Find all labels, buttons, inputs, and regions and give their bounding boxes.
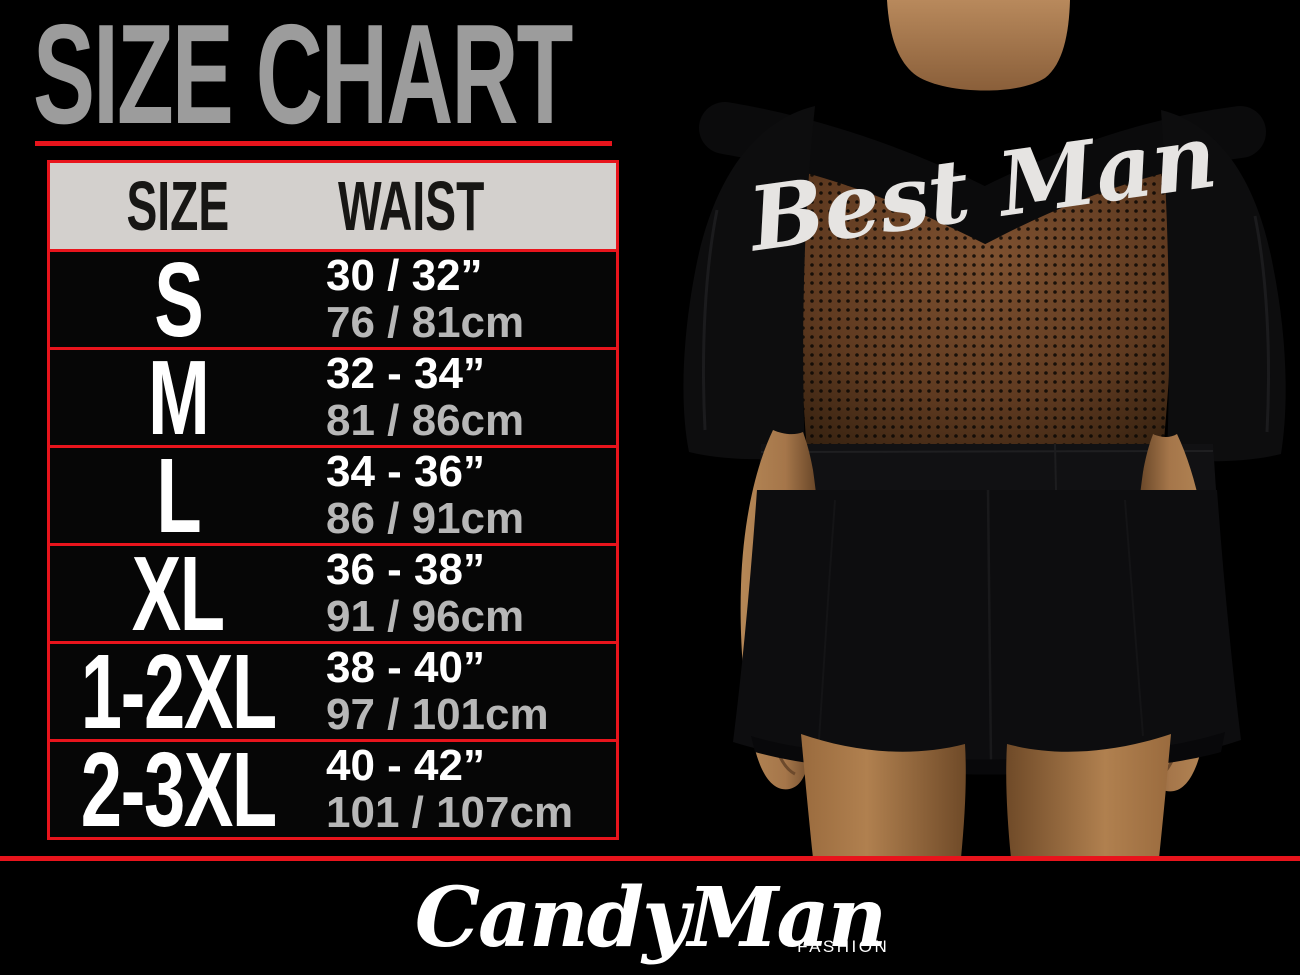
skirt-fold — [818, 499, 836, 741]
mesh-dots — [796, 150, 1176, 452]
table-row: M 32 - 34” 81 / 86cm — [50, 345, 616, 451]
table-row: 1-2XL 38 - 40” 97 / 101cm — [50, 639, 616, 745]
waist-cm: 101 / 107cm — [326, 787, 574, 837]
table-row: L 34 - 36” 86 / 91cm — [50, 443, 616, 549]
size-label: 2-3XL — [80, 730, 276, 849]
belt-seam — [760, 450, 1214, 453]
waist-inches: 40 - 42” — [326, 740, 485, 790]
belt-seam — [1054, 443, 1057, 491]
waist-inches: 30 / 32” — [326, 250, 483, 300]
table-row: 2-3XL 40 - 42” 101 / 107cm — [50, 737, 616, 843]
size-table: SIZE WAIST S 30 / 32” 76 / 81cm M 32 - 3… — [47, 160, 619, 843]
table-row: XL 36 - 38” 91 / 96cm — [50, 541, 616, 647]
size-label: S — [153, 240, 203, 359]
skirt-center-seam — [986, 489, 993, 763]
size-label: 1-2XL — [80, 632, 276, 751]
sleeve-fold — [1253, 215, 1270, 433]
belt — [758, 444, 1216, 490]
waist-inches: 36 - 38” — [326, 544, 485, 594]
size-label: XL — [131, 534, 225, 653]
skirt-fold — [1124, 499, 1144, 737]
waist-cm: 97 / 101cm — [326, 689, 549, 739]
skirt — [733, 490, 1241, 765]
waist-cm: 86 / 91cm — [326, 493, 525, 543]
size-label: M — [147, 338, 210, 457]
left-leg — [801, 734, 966, 858]
table-row: S 30 / 32” 76 / 81cm — [50, 247, 616, 353]
waist-column-header: WAIST — [338, 167, 485, 245]
right-sleeve — [1161, 110, 1286, 462]
footer-divider — [0, 856, 1300, 861]
table-header-row: SIZE WAIST — [50, 163, 616, 249]
footer: CandyMan FASHION — [0, 861, 1300, 975]
size-label: L — [156, 436, 201, 555]
neck — [887, 0, 1070, 91]
waist-cm: 91 / 96cm — [326, 591, 525, 641]
product-photo: Best Man — [683, 0, 1286, 858]
size-column-header: SIZE — [126, 167, 230, 245]
sleeve-fold — [702, 209, 719, 431]
brand-logo: CandyMan FASHION — [405, 877, 896, 959]
waist-cm: 76 / 81cm — [326, 297, 525, 347]
waist-inches: 32 - 34” — [326, 348, 485, 398]
waist-inches: 34 - 36” — [326, 446, 485, 496]
waist-cm: 81 / 86cm — [326, 395, 525, 445]
page-title: SIZE CHART — [33, 0, 573, 154]
brand-subtitle: FASHION — [797, 937, 890, 956]
waist-inches: 38 - 40” — [326, 642, 485, 692]
left-sleeve — [683, 106, 815, 460]
title-underline — [35, 141, 612, 146]
brand-name: CandyMan — [414, 870, 888, 966]
right-leg — [1006, 734, 1171, 858]
